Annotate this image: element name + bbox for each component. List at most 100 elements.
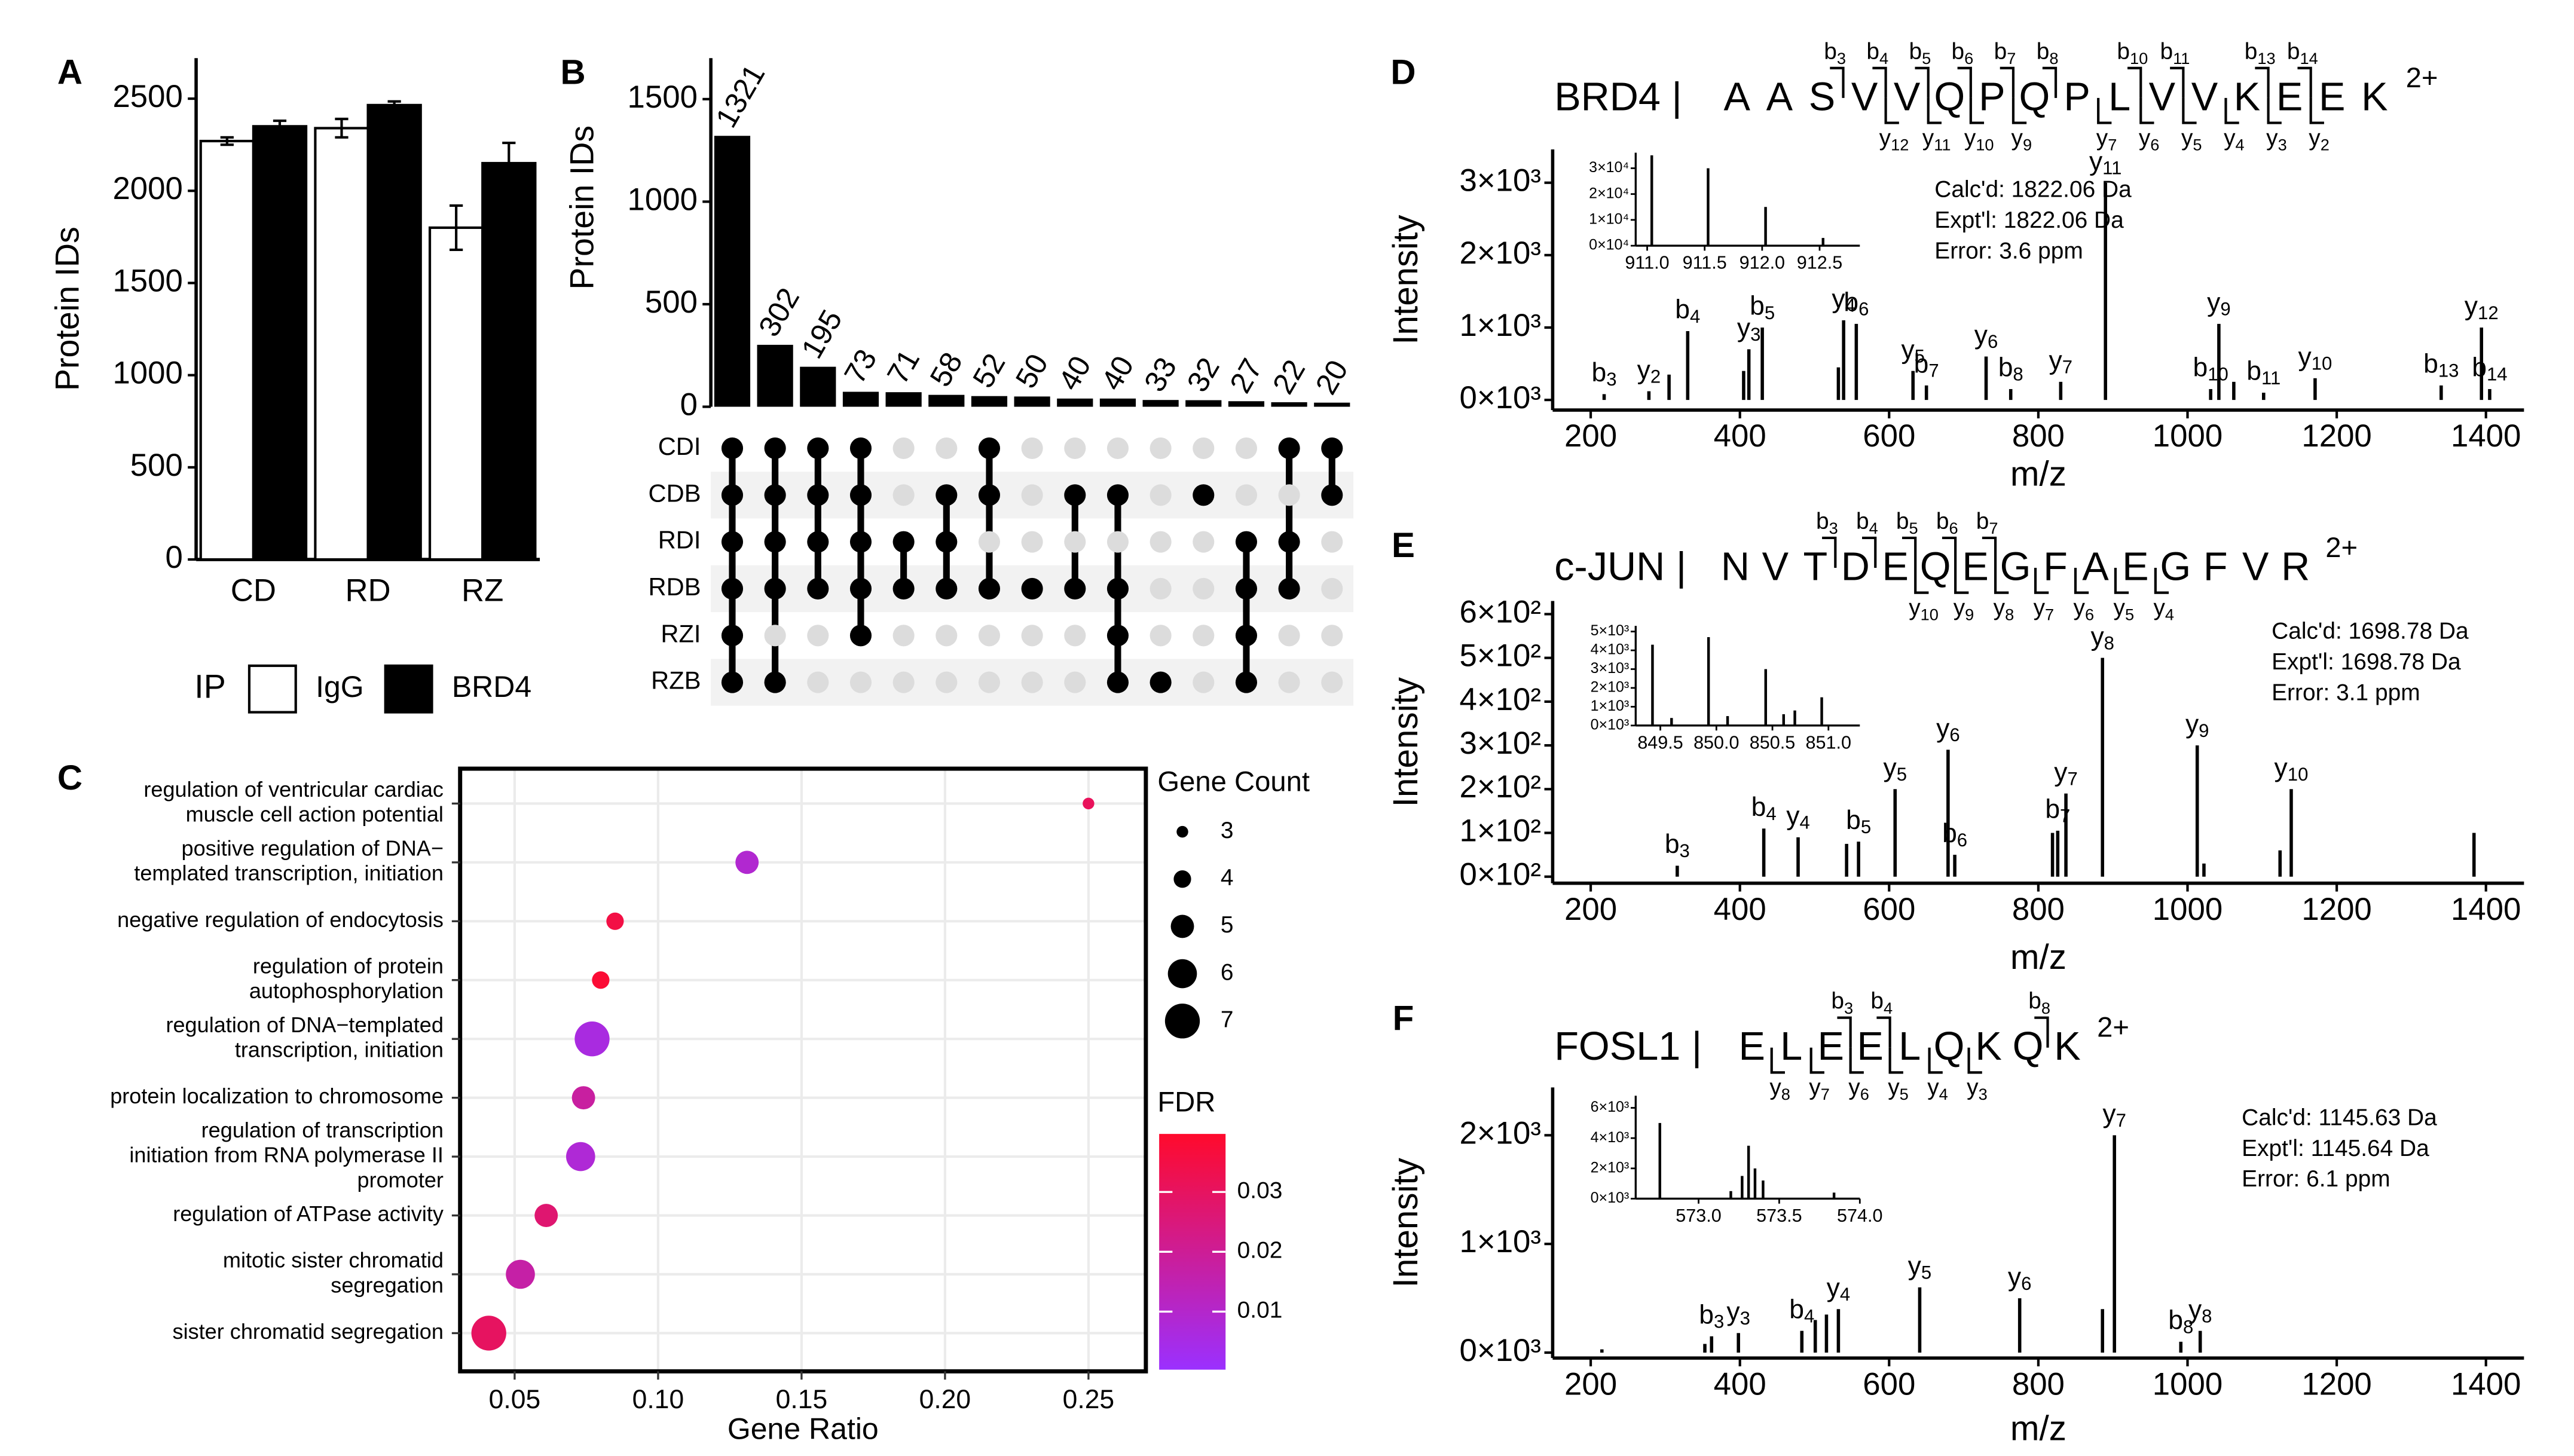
panel-label: C: [57, 758, 82, 797]
b-ion-label: b10: [2117, 39, 2148, 68]
residue: V: [2191, 75, 2218, 119]
error-bar: [273, 119, 287, 133]
b-ion-label: b5: [1909, 39, 1931, 68]
y-ion-bracket: [1888, 1047, 1903, 1074]
residue: L: [2108, 75, 2130, 119]
y-axis-label: Intensity: [1386, 215, 1425, 345]
category-label: regulation of protein: [253, 953, 444, 978]
y-ion-label: y5: [2181, 126, 2202, 154]
intersection-dot: [1150, 671, 1172, 693]
intersection-dot: [807, 531, 829, 553]
bar-value-label: 22: [1266, 354, 1312, 399]
y-ion-label: y6: [2139, 126, 2160, 154]
inset-y-tick-label: 3×10³: [1591, 660, 1630, 677]
colorbar-label: 0.01: [1237, 1298, 1283, 1323]
bar: [757, 344, 793, 407]
x-tick-label: 400: [1714, 1366, 1766, 1402]
bar-value-label: 195: [795, 304, 849, 364]
y-ion-label: y7: [2034, 595, 2055, 624]
inset-y-tick-label: 3×10⁴: [1589, 159, 1629, 176]
residue: K: [2054, 1024, 2080, 1069]
y-axis-label: Protein IDs: [564, 126, 601, 290]
dot: [534, 1204, 558, 1227]
bar-value-label: 33: [1138, 351, 1183, 397]
b-ion-label: b11: [2160, 39, 2190, 68]
mass-info: Expt'l: 1698.78 Da: [2272, 649, 2461, 675]
residue: Q: [2019, 75, 2050, 119]
bar: [1314, 402, 1350, 407]
y-ion-bracket: [2154, 567, 2169, 594]
residue: F: [2203, 545, 2228, 589]
dot: [566, 1142, 595, 1171]
b-ion-label: b4: [1856, 509, 1878, 537]
b-ion-bracket: [1837, 1016, 1852, 1048]
intersection-dot: [1321, 577, 1343, 600]
residue: E: [1882, 545, 1908, 589]
b-ion-bracket: [1822, 536, 1837, 568]
intersection-dot: [1321, 484, 1343, 506]
y-tick-label: 0: [166, 540, 183, 575]
intersection-dot: [807, 625, 829, 647]
y-ion-bracket: [2034, 567, 2049, 594]
y-ion-label: y4: [2224, 126, 2245, 154]
intersection-dot: [1235, 531, 1258, 553]
mass-info: Calc'd: 1145.63 Da: [2242, 1105, 2437, 1130]
peak-label: b6: [1942, 819, 1967, 851]
peak-label: b8: [2168, 1305, 2193, 1338]
intersection-dot: [1106, 437, 1129, 460]
intersection-dot: [1064, 437, 1086, 460]
b-ion-bracket: [2034, 1016, 2049, 1048]
mass-info: Calc'd: 1698.78 Da: [2272, 619, 2469, 644]
y-ion-label: y12: [1879, 126, 1909, 154]
y-tick-label: 1×10³: [1460, 308, 1541, 343]
peak-label: y10: [2275, 753, 2309, 785]
intersection-dot: [1193, 437, 1215, 460]
y-axis-label: Intensity: [1386, 1157, 1425, 1287]
residue: Q: [2013, 1024, 2044, 1069]
y-tick-label: 4×10²: [1460, 682, 1541, 717]
x-tick-label: 400: [1714, 892, 1766, 927]
y-ion-bracket: [1928, 1047, 1943, 1074]
residue: P: [2064, 75, 2090, 119]
legend-swatch: [247, 664, 297, 714]
intersection-dot: [721, 671, 744, 693]
y-ion-bracket: [2139, 97, 2154, 124]
inset-x-tick-label: 849.5: [1637, 732, 1683, 753]
inset-x-tick-label: 573.5: [1756, 1206, 1802, 1226]
intersection-dot: [764, 671, 786, 693]
residue: E: [1857, 1024, 1883, 1069]
peak-label: b14: [2472, 353, 2507, 385]
bar: [1099, 398, 1136, 407]
inset-x-tick-label: 573.0: [1676, 1206, 1721, 1226]
intersection-dot: [807, 484, 829, 506]
peak-label: y5: [1901, 335, 1925, 367]
peak-label: y11: [2089, 146, 2122, 179]
b-ion-label: b14: [2287, 39, 2318, 68]
y-tick-label: 2×10³: [1460, 235, 1541, 271]
bar-value-label: 32: [1181, 352, 1226, 397]
inset-y-tick-label: 2×10⁴: [1589, 185, 1629, 201]
b-ion-label: b3: [1816, 509, 1838, 537]
residue: P: [1979, 75, 2005, 119]
y-ion-bracket: [1994, 567, 2009, 594]
x-tick-label: 800: [2012, 1366, 2065, 1402]
b-ion-label: b3: [1824, 39, 1846, 68]
intersection-dot: [1321, 437, 1343, 460]
residue: K: [2361, 75, 2387, 119]
peak-label: b10: [2193, 353, 2228, 385]
peak-label: b5: [1750, 291, 1775, 323]
intersection-dot: [1021, 531, 1043, 553]
y-ion-bracket: [1914, 567, 1929, 594]
y-tick-label: 2×10³: [1460, 1115, 1541, 1151]
x-tick-label: 0.25: [1063, 1385, 1115, 1414]
inset-x-tick-label: 850.5: [1750, 732, 1795, 753]
y-tick-label: 6×10²: [1460, 594, 1541, 629]
bar-value-label: 73: [837, 344, 883, 389]
residue: E: [1817, 1024, 1844, 1069]
residue: E: [2319, 75, 2345, 119]
peak-label: y8: [2090, 622, 2114, 654]
x-tick-label: 200: [1564, 418, 1617, 454]
y-ion-bracket: [1849, 1047, 1864, 1074]
residue: L: [1899, 1024, 1921, 1069]
